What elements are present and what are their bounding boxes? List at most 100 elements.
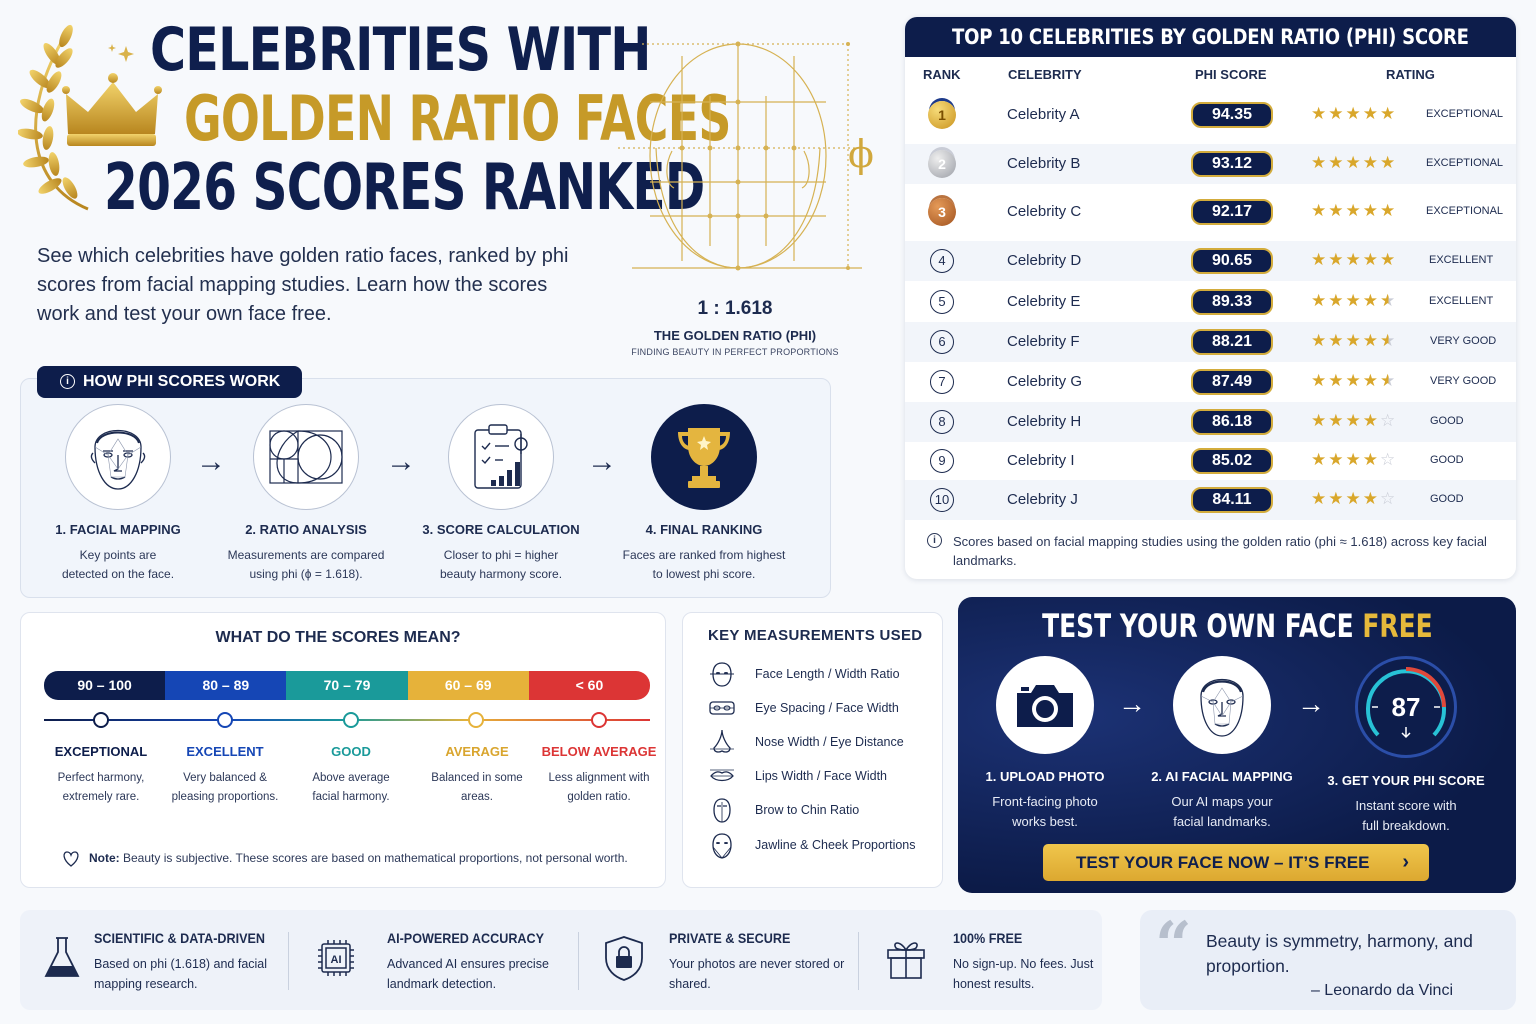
medal-icon: 2 — [928, 150, 956, 178]
how-step-title: 4. FINAL RANKING — [645, 522, 763, 537]
measurement-item: Nose Width / Eye Distance — [708, 728, 938, 756]
band-marker — [591, 712, 607, 728]
feature-ai: AI AI-POWERED ACCURACY Advanced AI ensur… — [314, 930, 574, 994]
trophy-icon — [651, 404, 757, 510]
test-face-cta-button[interactable]: TEST YOUR FACE NOW – IT’S FREE › — [1043, 844, 1429, 881]
star-rating: ★★★★☆ — [1311, 450, 1398, 469]
score-gauge-icon: 87 — [1355, 656, 1457, 758]
arrow-right-icon: → — [386, 445, 416, 478]
divider — [858, 932, 859, 990]
medal-icon: 1 — [928, 101, 956, 129]
quote-panel — [1140, 910, 1516, 1010]
celebrity-name: Celebrity F — [1007, 333, 1080, 350]
celebrity-name: Celebrity I — [1007, 452, 1075, 469]
shield-lock-icon — [605, 936, 643, 981]
star-rating: ★★★★★ — [1311, 153, 1398, 172]
arrow-right-icon: → — [587, 445, 617, 478]
how-step-desc: Measurements are compared using phi (ϕ =… — [227, 548, 385, 581]
celebrity-name: Celebrity E — [1007, 293, 1081, 310]
measurement-item: Jawline & Cheek Proportions — [708, 831, 938, 859]
rating-label: EXCELLENT — [1429, 295, 1494, 307]
band-excellent: 80 – 89 — [165, 671, 287, 700]
band-desc-excellent: EXCELLENT Very balanced & pleasing propo… — [171, 744, 279, 803]
phi-name: THE GOLDEN RATIO (PHI) — [653, 328, 817, 343]
medal-icon: 3 — [928, 198, 956, 226]
face-ratio-icon — [710, 662, 734, 687]
band-desc-below-average: BELOW AVERAGE Less alignment with golden… — [541, 744, 657, 803]
brow-chin-icon — [713, 798, 731, 823]
table-row: 2 Celebrity B 93.12 ★★★★★ EXCEPTIONAL — [905, 144, 1516, 184]
col-phi-score: PHI SCORE — [1195, 67, 1267, 82]
band-marker — [468, 712, 484, 728]
quote-text: Beauty is symmetry, harmony, and proport… — [1206, 931, 1473, 976]
measurement-label: Nose Width / Eye Distance — [755, 735, 904, 749]
how-step-title: 3. SCORE CALCULATION — [422, 522, 580, 537]
test-step-mapping: 2. AI FACIAL MAPPING Our AI maps your fa… — [1122, 656, 1322, 832]
golden-ratio-face-diagram — [618, 41, 862, 271]
band-desc-good: GOOD Above average facial harmony. — [312, 744, 390, 803]
feature-private: PRIVATE & SECURE Your photos are never s… — [602, 930, 844, 994]
star-rating: ★★★★★ — [1311, 291, 1398, 310]
arrow-right-icon: → — [1297, 688, 1325, 719]
rank-number: 4 — [930, 249, 954, 273]
table-row: 4 Celebrity D 90.65 ★★★★★ EXCELLENT — [905, 241, 1516, 281]
star-rating: ★★★★★ — [1311, 104, 1398, 123]
phi-score-badge: 92.17 — [1191, 199, 1273, 225]
hero-subtitle: See which celebrities have golden ratio … — [37, 245, 569, 325]
table-row: 10 Celebrity J 84.11 ★★★★☆ GOOD — [905, 480, 1516, 520]
rating-label: VERY GOOD — [1430, 375, 1497, 387]
rank-number: 10 — [930, 488, 954, 512]
rating-label: GOOD — [1430, 415, 1464, 427]
band-desc-average: AVERAGE Balanced in some areas. — [431, 744, 523, 803]
measurement-item: Brow to Chin Ratio — [708, 796, 938, 824]
ranking-column-headers: RANK CELEBRITY PHI SCORE RATING — [905, 67, 1516, 85]
star-rating: ★★★★★ — [1311, 250, 1398, 269]
phi-label: 1 : 1.618 THE GOLDEN RATIO (PHI) FINDING… — [620, 298, 850, 357]
svg-text:AI: AI — [331, 954, 342, 966]
table-row: 1 Celebrity A 94.35 ★★★★★ EXCEPTIONAL — [905, 95, 1516, 135]
how-step-title: 2. RATIO ANALYSIS — [245, 522, 367, 537]
star-rating: ★★★★☆ — [1311, 489, 1398, 508]
table-row: 6 Celebrity F 88.21 ★★★★★ VERY GOOD — [905, 322, 1516, 362]
celebrity-name: Celebrity G — [1007, 373, 1083, 390]
score-meaning-panel — [20, 612, 666, 888]
ai-chip-icon: AI — [318, 940, 354, 976]
how-step-desc: Key points are detected on the face. — [61, 548, 175, 581]
test-step-upload: 1. UPLOAD PHOTO Front-facing photo works… — [945, 656, 1145, 832]
table-row: 5 Celebrity E 89.33 ★★★★★ EXCELLENT — [905, 282, 1516, 322]
phi-score-badge: 94.35 — [1191, 102, 1273, 128]
hero-title-line1: CELEBRITIES WITH — [150, 15, 651, 85]
camera-icon — [996, 656, 1094, 754]
rating-label: GOOD — [1430, 454, 1464, 466]
table-row: 3 Celebrity C 92.17 ★★★★★ EXCEPTIONAL — [905, 192, 1516, 232]
info-icon: i — [60, 374, 75, 389]
table-row: 9 Celebrity I 85.02 ★★★★☆ GOOD — [905, 441, 1516, 481]
phi-score-badge: 86.18 — [1191, 409, 1273, 435]
hero-title: CELEBRITIES WITH GOLDEN RATIO FACES 2026… — [104, 15, 731, 220]
golden-spiral-icon — [253, 404, 359, 510]
phi-score-badge: 87.49 — [1191, 369, 1273, 395]
eye-spacing-icon — [709, 701, 735, 715]
band-marker — [93, 712, 109, 728]
how-step-title: 1. FACIAL MAPPING — [55, 522, 181, 537]
star-rating: ★★★★★ — [1311, 201, 1398, 220]
divider — [288, 932, 289, 990]
quote-author: – Leonardo da Vinci — [1310, 982, 1453, 999]
measurement-label: Face Length / Width Ratio — [755, 667, 900, 681]
how-step-4: 4. FINAL RANKING Faces are ranked from h… — [594, 404, 814, 584]
face-mapping-icon — [65, 404, 171, 510]
band-good: 70 – 79 — [286, 671, 408, 700]
celebrity-name: Celebrity H — [1007, 413, 1082, 430]
measurement-label: Eye Spacing / Face Width — [755, 701, 899, 715]
score-meaning-title: WHAT DO THE SCORES MEAN? — [215, 629, 461, 646]
rating-label: EXCEPTIONAL — [1426, 108, 1504, 120]
chevron-right-icon: › — [1402, 851, 1409, 873]
arrow-right-icon: → — [196, 445, 226, 478]
measurement-label: Jawline & Cheek Proportions — [755, 838, 916, 852]
rank-number: 7 — [930, 370, 954, 394]
celebrity-name: Celebrity A — [1007, 106, 1080, 123]
rating-label: EXCELLENT — [1429, 254, 1494, 266]
rating-label: EXCEPTIONAL — [1426, 205, 1504, 217]
key-measurements-panel — [682, 612, 943, 888]
info-icon: i — [927, 533, 942, 548]
